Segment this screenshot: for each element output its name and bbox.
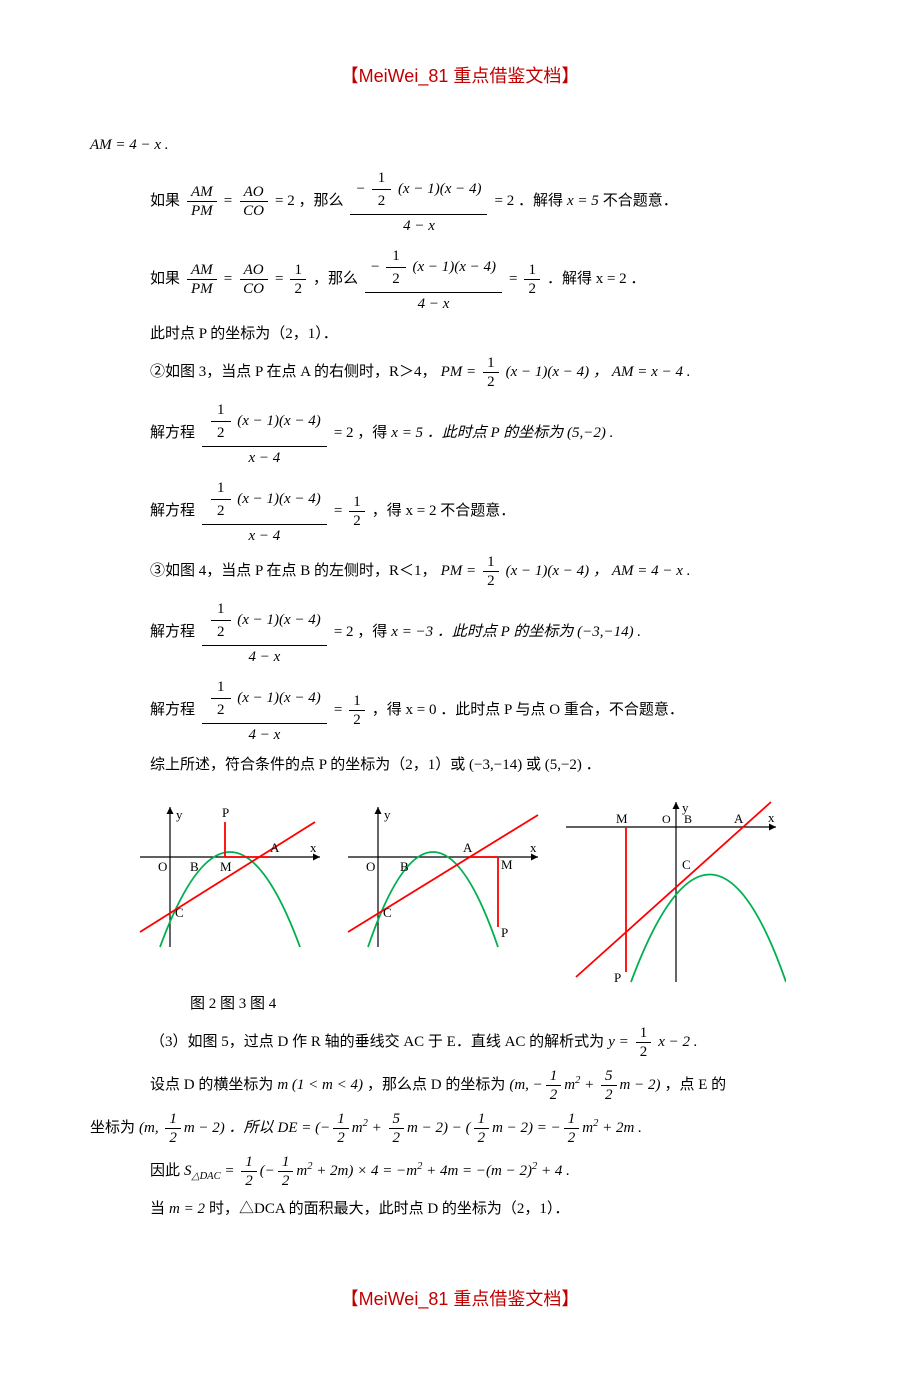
svg-text:P: P bbox=[614, 970, 621, 985]
half: 1 2 bbox=[290, 261, 306, 298]
case-result-1: 此时点 P 的坐标为（2，1）． bbox=[90, 321, 830, 348]
svg-text:A: A bbox=[463, 840, 473, 855]
txt: 如果 bbox=[150, 188, 180, 215]
half-2: 1 2 bbox=[524, 261, 540, 298]
eq-am: AM = 4 − x . bbox=[90, 132, 830, 159]
svg-text:M: M bbox=[220, 859, 232, 874]
part3-line-5: 当 m = 2 时，△DCA 的面积最大，此时点 D 的坐标为（2，1）． bbox=[90, 1196, 830, 1223]
svg-text:C: C bbox=[682, 857, 691, 872]
svg-text:M: M bbox=[501, 857, 513, 872]
solve-3: 解方程 1 2 (x − 1)(x − 4) 4 − x = 2 ，得 x = … bbox=[90, 596, 830, 668]
summary: 综上所述，符合条件的点 P 的坐标为（2，1）或 (−3,−14) 或 (5,−… bbox=[90, 752, 830, 779]
svg-text:P: P bbox=[222, 805, 229, 820]
case-3-intro: ③如图 4，当点 P 在点 B 的左侧时，R＜1， PM = 1 2 (x − … bbox=[90, 553, 830, 590]
DE-expr: DE = (−12m2 + 52m − 2) − (12m − 2) = −12… bbox=[278, 1110, 642, 1147]
frac-ao-co: AO CO bbox=[239, 183, 268, 220]
part3-line-4: 因此 S△DAC = 12(−12m2 + 2m) × 4 = −m2 + 4m… bbox=[90, 1153, 830, 1190]
figure-3: y x O B A C P M bbox=[338, 797, 548, 957]
svg-text:C: C bbox=[383, 905, 392, 920]
svg-text:A: A bbox=[270, 840, 280, 855]
eq: = bbox=[224, 188, 232, 215]
frac-am-pm: AM PM bbox=[187, 183, 217, 220]
doc-footer: 【MeiWei_81 重点借鉴文档】 bbox=[90, 1283, 830, 1315]
svg-text:P: P bbox=[501, 925, 508, 940]
svg-text:x: x bbox=[768, 810, 775, 825]
S-expr: S△DAC = 12(−12m2 + 2m) × 4 = −m2 + 4m = … bbox=[184, 1153, 570, 1190]
eq-am-text: AM = 4 − x . bbox=[90, 132, 169, 159]
txt: 不合题意． bbox=[603, 188, 678, 215]
part3-line-1: （3）如图 5，过点 D 作 R 轴的垂线交 AC 于 E．直线 AC 的解析式… bbox=[90, 1024, 830, 1061]
case-2-intro: ②如图 3，当点 P 在点 A 的右侧时，R＞4， PM = 1 2 (x − … bbox=[90, 354, 830, 391]
solve-4: 解方程 1 2 (x − 1)(x − 4) 4 − x = 1 2 ，得 x … bbox=[90, 674, 830, 746]
big-frac-1: − 1 2 (x − 1)(x − 4) 4 − x bbox=[350, 165, 487, 237]
svg-text:y: y bbox=[384, 807, 391, 822]
sol: x = 5 bbox=[567, 188, 599, 215]
D-coord: (m, −12m2 + 52m − 2) bbox=[509, 1067, 660, 1104]
case-if-1: 如果 AM PM = AO CO = 2 ，那么 − 1 2 (x − 1)(x… bbox=[90, 165, 830, 237]
svg-text:B: B bbox=[400, 859, 409, 874]
txt: 如果 bbox=[150, 266, 180, 293]
txt: = 2 ．解得 bbox=[494, 188, 562, 215]
figure-caption: 图 2 图 3 图 4 bbox=[190, 991, 830, 1018]
solve-1: 解方程 1 2 (x − 1)(x − 4) x − 4 = 2 ，得 x = … bbox=[90, 397, 830, 469]
svg-text:y: y bbox=[176, 807, 183, 822]
svg-text:B: B bbox=[190, 859, 199, 874]
svg-text:B: B bbox=[684, 812, 692, 826]
svg-text:O: O bbox=[662, 812, 671, 826]
svg-text:x: x bbox=[310, 840, 317, 855]
frac-ao-co-2: AO CO bbox=[239, 261, 268, 298]
part3-line-3: 坐标为 (m, 12m − 2) ．所以 DE = (−12m2 + 52m −… bbox=[90, 1110, 830, 1147]
frac-am-pm-2: AM PM bbox=[187, 261, 217, 298]
solve-2: 解方程 1 2 (x − 1)(x − 4) x − 4 = 1 2 ，得 x … bbox=[90, 475, 830, 547]
svg-text:x: x bbox=[530, 840, 537, 855]
svg-text:O: O bbox=[158, 859, 167, 874]
txt: = 2 ，那么 bbox=[275, 188, 343, 215]
big-frac-2: − 1 2 (x − 1)(x − 4) 4 − x bbox=[365, 243, 502, 315]
svg-text:C: C bbox=[175, 905, 184, 920]
svg-text:M: M bbox=[616, 811, 628, 826]
figure-2: y x O B M A C P bbox=[130, 797, 330, 957]
part3-line-2: 设点 D 的横坐标为 m (1 < m < 4) ，那么点 D 的坐标为 (m,… bbox=[90, 1067, 830, 1104]
figure-4: y x O B A C M P bbox=[556, 797, 786, 987]
case-if-2: 如果 AM PM = AO CO = 1 2 ，那么 − 1 2 (x − 1)… bbox=[90, 243, 830, 315]
doc-header: 【MeiWei_81 重点借鉴文档】 bbox=[90, 60, 830, 92]
svg-text:O: O bbox=[366, 859, 375, 874]
svg-text:A: A bbox=[734, 811, 744, 826]
figure-row: y x O B M A C P y x O B A C P M y x bbox=[130, 797, 830, 987]
